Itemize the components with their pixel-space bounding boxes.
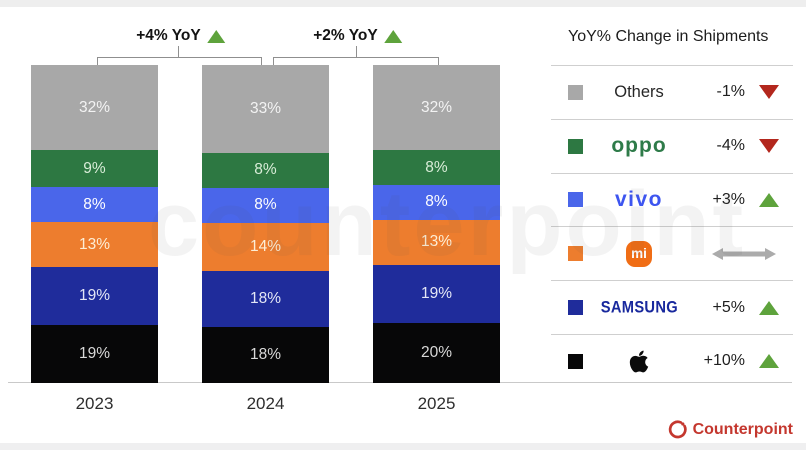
segment-value-label: 8% (254, 196, 277, 214)
yoy-bracket-tick-2 (356, 46, 357, 57)
apple-logo-icon (629, 350, 649, 373)
segment-xiaomi-2023: 13% (31, 221, 158, 268)
flat-double-arrow-icon (712, 247, 776, 260)
segment-samsung-2023: 19% (31, 267, 158, 326)
vivo-change: +3% (712, 190, 745, 208)
xiaomi-mi-logo: mi (626, 240, 652, 267)
segment-samsung-2024: 18% (202, 270, 329, 327)
segment-vivo-2024: 8% (202, 187, 329, 223)
up-triangle-icon (207, 29, 226, 43)
stacked-bar-2023: 32% 9% 8% 13% 19% 19% (31, 65, 158, 384)
x-axis-label-2025: 2025 (417, 394, 456, 413)
oppo-change: -4% (716, 137, 745, 155)
segment-others-2024: 33% (202, 65, 329, 153)
segment-apple-2024: 18% (202, 326, 329, 384)
segment-value-label: 8% (425, 158, 448, 176)
segment-value-label: 8% (83, 195, 106, 213)
flat-arrow-zone (695, 247, 793, 261)
samsung-change: +5% (712, 298, 745, 316)
legend-row-apple: +10% (551, 333, 793, 388)
samsung-logo: SAMSUNG (600, 299, 678, 317)
vivo-logo: vivo (614, 187, 664, 211)
samsung-swatch (568, 300, 583, 316)
counterpoint-logo: Counterpoint (668, 420, 793, 439)
legend-title: YoY% Change in Shipments (568, 28, 769, 45)
yoy-bracket-2023-2024 (97, 57, 262, 65)
segment-value-label: 32% (420, 98, 453, 116)
segment-apple-2023: 19% (31, 325, 158, 384)
stacked-bar-2025: 32% 8% 8% 13% 19% 20% (373, 65, 500, 383)
yoy-bracket-tick-1 (178, 46, 179, 57)
segment-value-label: 20% (420, 344, 453, 361)
up-triangle-icon (384, 29, 403, 43)
vivo-swatch (568, 192, 583, 208)
segment-xiaomi-2024: 14% (202, 222, 329, 271)
segment-value-label: 19% (78, 345, 111, 363)
segment-value-label: 19% (420, 285, 453, 303)
down-triangle-icon (759, 85, 779, 100)
yoy-annotation-2024-2025: +2% YoY (313, 27, 403, 45)
segment-samsung-2025: 19% (373, 265, 500, 323)
segment-value-label: 33% (249, 100, 282, 117)
counterpoint-wordmark: Counterpoint (692, 420, 793, 438)
segment-value-label: 18% (249, 345, 282, 363)
yoy-annotation-label: +2% YoY (313, 27, 378, 44)
oppo-logo: oppo (611, 134, 667, 158)
up-triangle-icon (759, 354, 779, 369)
yoy-annotation-2023-2024: +4% YoY (136, 27, 226, 45)
oppo-swatch (568, 138, 583, 154)
top-border-band (0, 0, 806, 7)
segment-value-label: 19% (78, 287, 111, 305)
legend-row-oppo: oppo -4% (551, 118, 793, 173)
segment-value-label: 8% (425, 193, 448, 211)
segment-xiaomi-2025: 13% (373, 219, 500, 266)
segment-vivo-2023: 8% (31, 187, 158, 222)
counterpoint-mark-icon (668, 420, 687, 439)
segment-value-label: 14% (249, 237, 282, 255)
stacked-bar-2024: 33% 8% 8% 14% 18% 18% (202, 65, 329, 384)
segment-value-label: 32% (78, 98, 111, 116)
up-triangle-icon (759, 300, 779, 315)
segment-oppo-2025: 8% (373, 150, 500, 185)
x-axis-label-2024: 2024 (246, 394, 285, 413)
segment-value-label: 18% (249, 289, 282, 307)
down-triangle-icon (759, 139, 779, 154)
segment-value-label: 9% (83, 159, 106, 177)
xiaomi-swatch (568, 246, 583, 262)
segment-apple-2025: 20% (373, 323, 500, 383)
apple-swatch (568, 353, 583, 369)
segment-value-label: 8% (254, 161, 277, 179)
segment-oppo-2023: 9% (31, 150, 158, 188)
segment-vivo-2025: 8% (373, 185, 500, 220)
legend-panel: YoY% Change in Shipments Others -1% oppo… (551, 28, 793, 388)
segment-oppo-2024: 8% (202, 153, 329, 188)
legend-row-others: Others -1% (551, 65, 793, 119)
others-label: Others (614, 82, 664, 101)
segment-value-label: 13% (420, 233, 453, 251)
yoy-bracket-2024-2025 (273, 57, 439, 65)
segment-others-2025: 32% (373, 65, 500, 151)
x-axis-label-2023: 2023 (75, 394, 114, 413)
segment-value-label: 13% (78, 235, 111, 253)
up-triangle-icon (759, 192, 779, 207)
legend-row-xiaomi: mi (551, 226, 793, 280)
others-change: -1% (716, 83, 745, 101)
apple-change: +10% (703, 352, 745, 370)
others-swatch (568, 84, 583, 100)
legend-row-vivo: vivo +3% (551, 172, 793, 227)
segment-others-2023: 32% (31, 65, 158, 151)
yoy-annotation-label: +4% YoY (136, 27, 201, 44)
bottom-border-band (0, 443, 806, 450)
legend-row-samsung: SAMSUNG +5% (551, 280, 793, 334)
